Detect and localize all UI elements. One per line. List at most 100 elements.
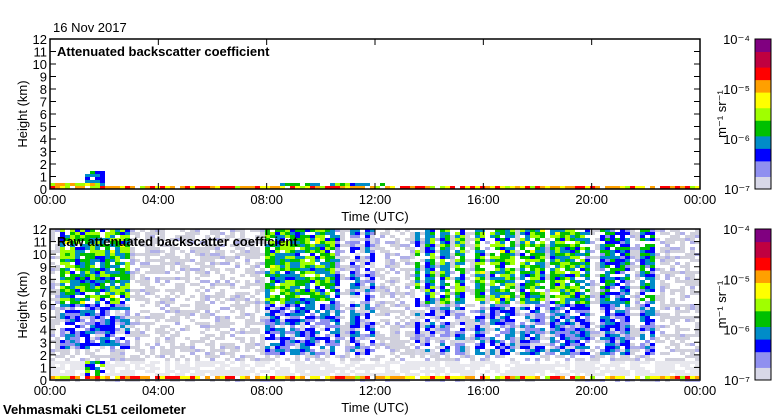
heatmap-cell <box>565 292 570 295</box>
heatmap-cell <box>595 295 600 298</box>
heatmap-cell <box>550 334 555 337</box>
panel-title: Attenuated backscatter coefficient <box>57 44 270 59</box>
heatmap-cell <box>635 364 640 367</box>
heatmap-cell <box>465 259 470 262</box>
heatmap-cell <box>240 304 245 307</box>
heatmap-cell <box>685 304 690 307</box>
heatmap-cell <box>150 352 155 355</box>
heatmap-cell <box>585 319 590 322</box>
heatmap-cell <box>420 355 425 358</box>
heatmap-cell <box>585 313 590 316</box>
heatmap-cell <box>430 262 435 265</box>
heatmap-cell <box>245 349 250 352</box>
heatmap-cell <box>585 271 590 274</box>
heatmap-cell <box>185 346 190 349</box>
heatmap-cell <box>60 268 65 271</box>
heatmap-cell <box>410 373 415 376</box>
heatmap-cell <box>635 331 640 334</box>
heatmap-cell <box>195 250 200 253</box>
heatmap-cell <box>310 262 315 265</box>
heatmap-cell <box>370 364 375 367</box>
heatmap-cell <box>280 310 285 313</box>
heatmap-cell <box>470 274 475 277</box>
heatmap-cell <box>555 271 560 274</box>
heatmap-cell <box>630 352 635 355</box>
heatmap-cell <box>260 238 265 241</box>
heatmap-cell <box>365 259 370 262</box>
heatmap-cell <box>75 238 80 241</box>
heatmap-cell <box>325 241 330 244</box>
heatmap-cell <box>690 235 695 238</box>
heatmap-cell <box>395 349 400 352</box>
heatmap-cell <box>310 301 315 304</box>
heatmap-cell <box>320 256 325 259</box>
heatmap-cell <box>110 340 115 343</box>
heatmap-cell <box>110 307 115 310</box>
heatmap-cell <box>600 337 605 340</box>
heatmap-cell <box>325 307 330 310</box>
heatmap-cell <box>385 262 390 265</box>
heatmap-cell <box>660 376 665 379</box>
heatmap-cell <box>530 232 535 235</box>
heatmap-cell <box>240 376 245 379</box>
heatmap-cell <box>195 253 200 256</box>
heatmap-cell <box>510 343 515 346</box>
heatmap-cell <box>345 334 350 337</box>
heatmap-cell <box>150 250 155 253</box>
heatmap-cell <box>470 322 475 325</box>
heatmap-cell <box>150 238 155 241</box>
heatmap-cell <box>425 352 430 355</box>
heatmap-cell <box>535 352 540 355</box>
heatmap-cell <box>285 346 290 349</box>
heatmap-cell <box>485 370 490 373</box>
heatmap-cell <box>185 298 190 301</box>
heatmap-cell <box>315 364 320 367</box>
heatmap-cell <box>200 256 205 259</box>
heatmap-cell <box>390 244 395 247</box>
heatmap-cell <box>245 298 250 301</box>
heatmap-cell <box>585 367 590 370</box>
heatmap-cell <box>285 271 290 274</box>
heatmap-cell <box>595 238 600 241</box>
heatmap-cell <box>520 241 525 244</box>
heatmap-cell <box>460 229 465 232</box>
heatmap-cell <box>685 274 690 277</box>
heatmap-cell <box>70 346 75 349</box>
heatmap-cell <box>115 259 120 262</box>
heatmap-cell <box>460 316 465 319</box>
heatmap-cell <box>515 253 520 256</box>
heatmap-cell <box>115 310 120 313</box>
y-tick-label: 2 <box>40 157 47 172</box>
heatmap-cell <box>550 268 555 271</box>
heatmap-cell <box>210 186 215 189</box>
heatmap-cell <box>455 358 460 361</box>
heatmap-cell <box>165 277 170 280</box>
heatmap-cell <box>500 262 505 265</box>
heatmap-cell <box>350 274 355 277</box>
heatmap-cell <box>525 313 530 316</box>
heatmap-cell <box>425 247 430 250</box>
heatmap-cell <box>395 355 400 358</box>
heatmap-cell <box>95 183 100 186</box>
heatmap-cell <box>385 301 390 304</box>
heatmap-cell <box>230 283 235 286</box>
heatmap-cell <box>560 262 565 265</box>
heatmap-cell <box>310 295 315 298</box>
heatmap-cell <box>475 259 480 262</box>
heatmap-cell <box>115 301 120 304</box>
heatmap-cell <box>450 253 455 256</box>
heatmap-cell <box>240 328 245 331</box>
heatmap-cell <box>595 361 600 364</box>
heatmap-cell <box>640 250 645 253</box>
heatmap-cell <box>395 334 400 337</box>
heatmap-cell <box>510 373 515 376</box>
heatmap-cell <box>270 232 275 235</box>
heatmap-cell <box>270 352 275 355</box>
heatmap-cell <box>665 244 670 247</box>
heatmap-cell <box>520 265 525 268</box>
heatmap-cell <box>390 331 395 334</box>
heatmap-cell <box>280 334 285 337</box>
heatmap-cell <box>285 319 290 322</box>
heatmap-cell <box>165 244 170 247</box>
heatmap-cell <box>120 313 125 316</box>
